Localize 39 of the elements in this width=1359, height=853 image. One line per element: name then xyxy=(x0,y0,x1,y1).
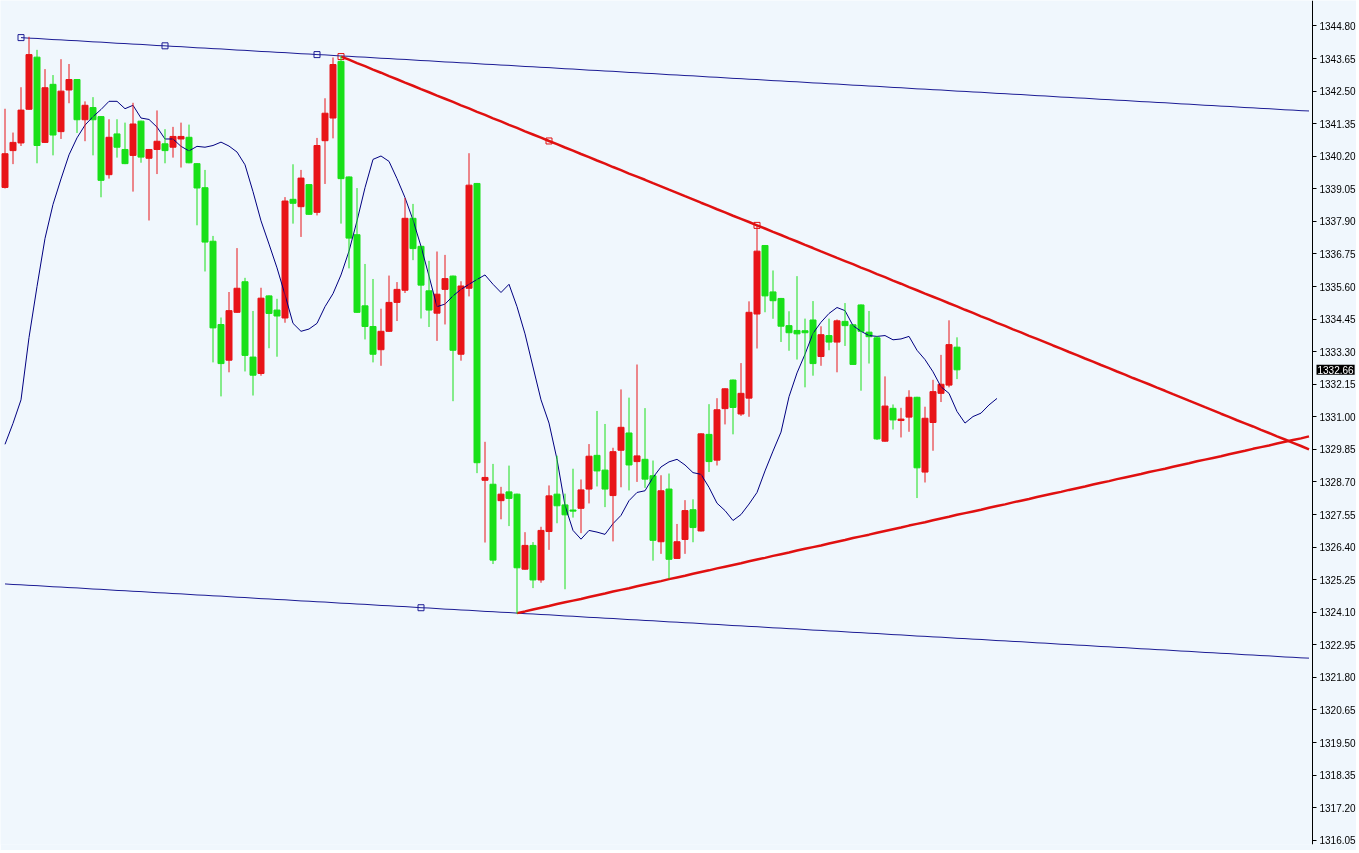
point xyxy=(753,221,761,229)
y-tick-label: 1329.85 xyxy=(1319,444,1357,456)
point xyxy=(545,137,553,145)
y-tick-label: 1324.10 xyxy=(1319,607,1357,619)
y-tick-label: 1327.55 xyxy=(1319,509,1357,521)
y-tick-label: 1328.70 xyxy=(1319,476,1357,488)
y-tick-label: 1336.75 xyxy=(1319,248,1357,260)
y-tick-label: 1340.20 xyxy=(1319,151,1357,163)
point xyxy=(313,51,321,59)
line-series xyxy=(4,583,1310,659)
y-tick-label: 1332.15 xyxy=(1319,379,1357,391)
y-tick-label: 1331.00 xyxy=(1319,411,1357,423)
y-tick-label: 1339.05 xyxy=(1319,183,1357,195)
y-tick-label: 1344.80 xyxy=(1319,20,1357,32)
y-tick-label: 1333.30 xyxy=(1319,346,1357,358)
point xyxy=(17,34,25,42)
y-tick-label: 1318.35 xyxy=(1319,770,1357,782)
point xyxy=(161,42,169,50)
candlestick xyxy=(697,433,705,532)
y-tick-label: 1321.80 xyxy=(1319,672,1357,684)
y-tick-label: 1341.35 xyxy=(1319,118,1357,130)
point xyxy=(417,604,425,612)
y-tick-label: 1325.25 xyxy=(1319,574,1357,586)
y-tick-label: 1335.60 xyxy=(1319,281,1357,293)
point xyxy=(337,53,345,61)
line-series xyxy=(4,100,998,540)
y-tick-label: 1319.50 xyxy=(1319,737,1357,749)
candlestick xyxy=(305,184,313,215)
y-tick-label: 1316.05 xyxy=(1319,835,1357,847)
text: 1332.66 xyxy=(1317,364,1355,376)
candlestick xyxy=(897,407,905,438)
y-tick-label: 1320.65 xyxy=(1319,704,1357,716)
y-tick-label: 1317.20 xyxy=(1319,802,1357,814)
y-tick-label: 1337.90 xyxy=(1319,216,1357,228)
y-tick-label: 1326.40 xyxy=(1319,542,1357,554)
y-tick-label: 1334.45 xyxy=(1319,314,1357,326)
y-tick-label: 1343.65 xyxy=(1319,53,1357,65)
y-tick-label: 1322.95 xyxy=(1319,639,1357,651)
y-tick-label: 1342.50 xyxy=(1319,86,1357,98)
